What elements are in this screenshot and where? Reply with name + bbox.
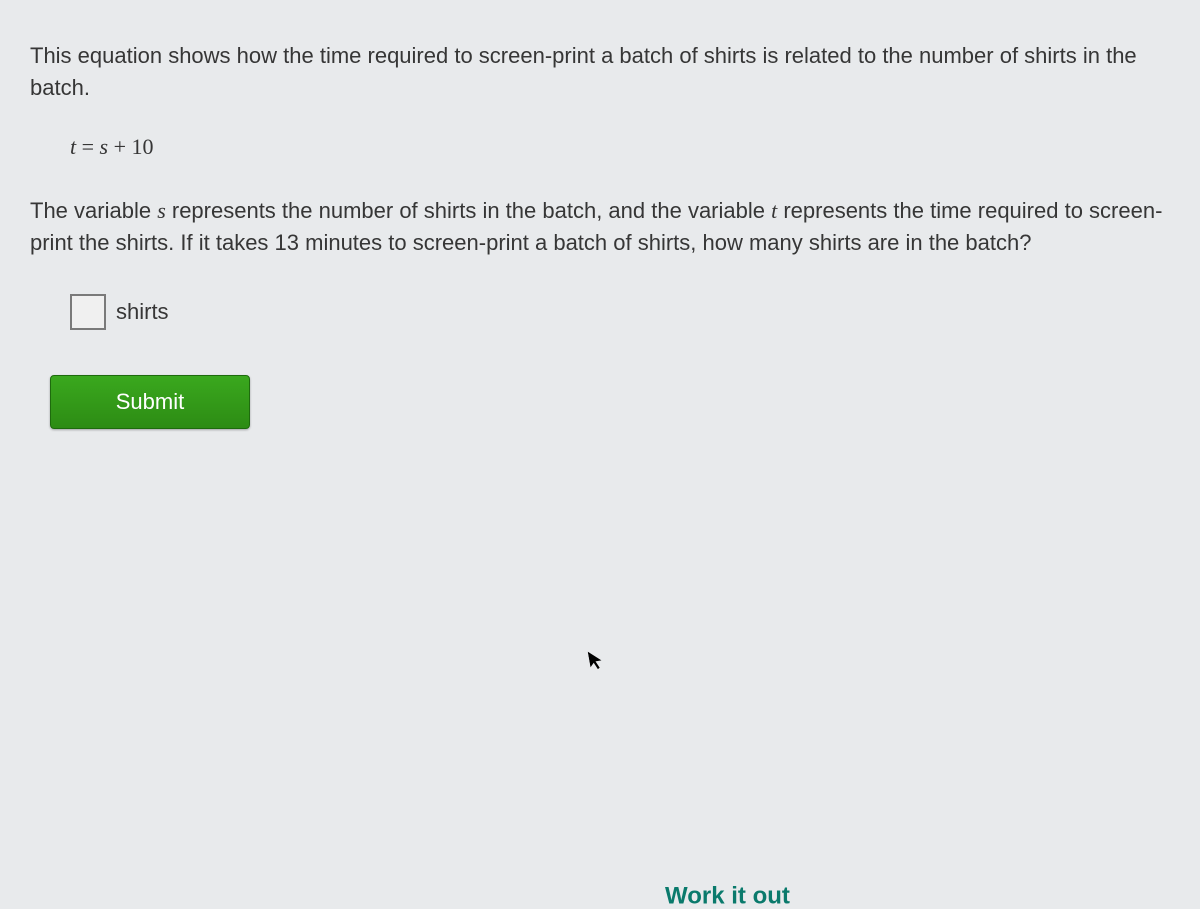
- answer-input[interactable]: [70, 294, 106, 330]
- variable-s: s: [157, 198, 166, 223]
- answer-unit-label: shirts: [116, 299, 169, 325]
- submit-button[interactable]: Submit: [50, 375, 250, 429]
- cursor-icon: [588, 649, 609, 679]
- question-mid1: represents the number of shirts in the b…: [166, 198, 771, 223]
- equation-display: t = s + 10: [70, 134, 1170, 160]
- equation-constant: 10: [132, 134, 154, 159]
- equation-rhs-var: s: [100, 134, 109, 159]
- equation-equals: =: [76, 134, 99, 159]
- equation-plus: +: [108, 134, 131, 159]
- intro-paragraph: This equation shows how the time require…: [30, 40, 1170, 104]
- question-prefix: The variable: [30, 198, 157, 223]
- answer-row: shirts: [70, 294, 1170, 330]
- work-it-out-link[interactable]: Work it out: [665, 884, 790, 908]
- question-paragraph: The variable s represents the number of …: [30, 195, 1170, 259]
- question-panel: This equation shows how the time require…: [0, 0, 1200, 459]
